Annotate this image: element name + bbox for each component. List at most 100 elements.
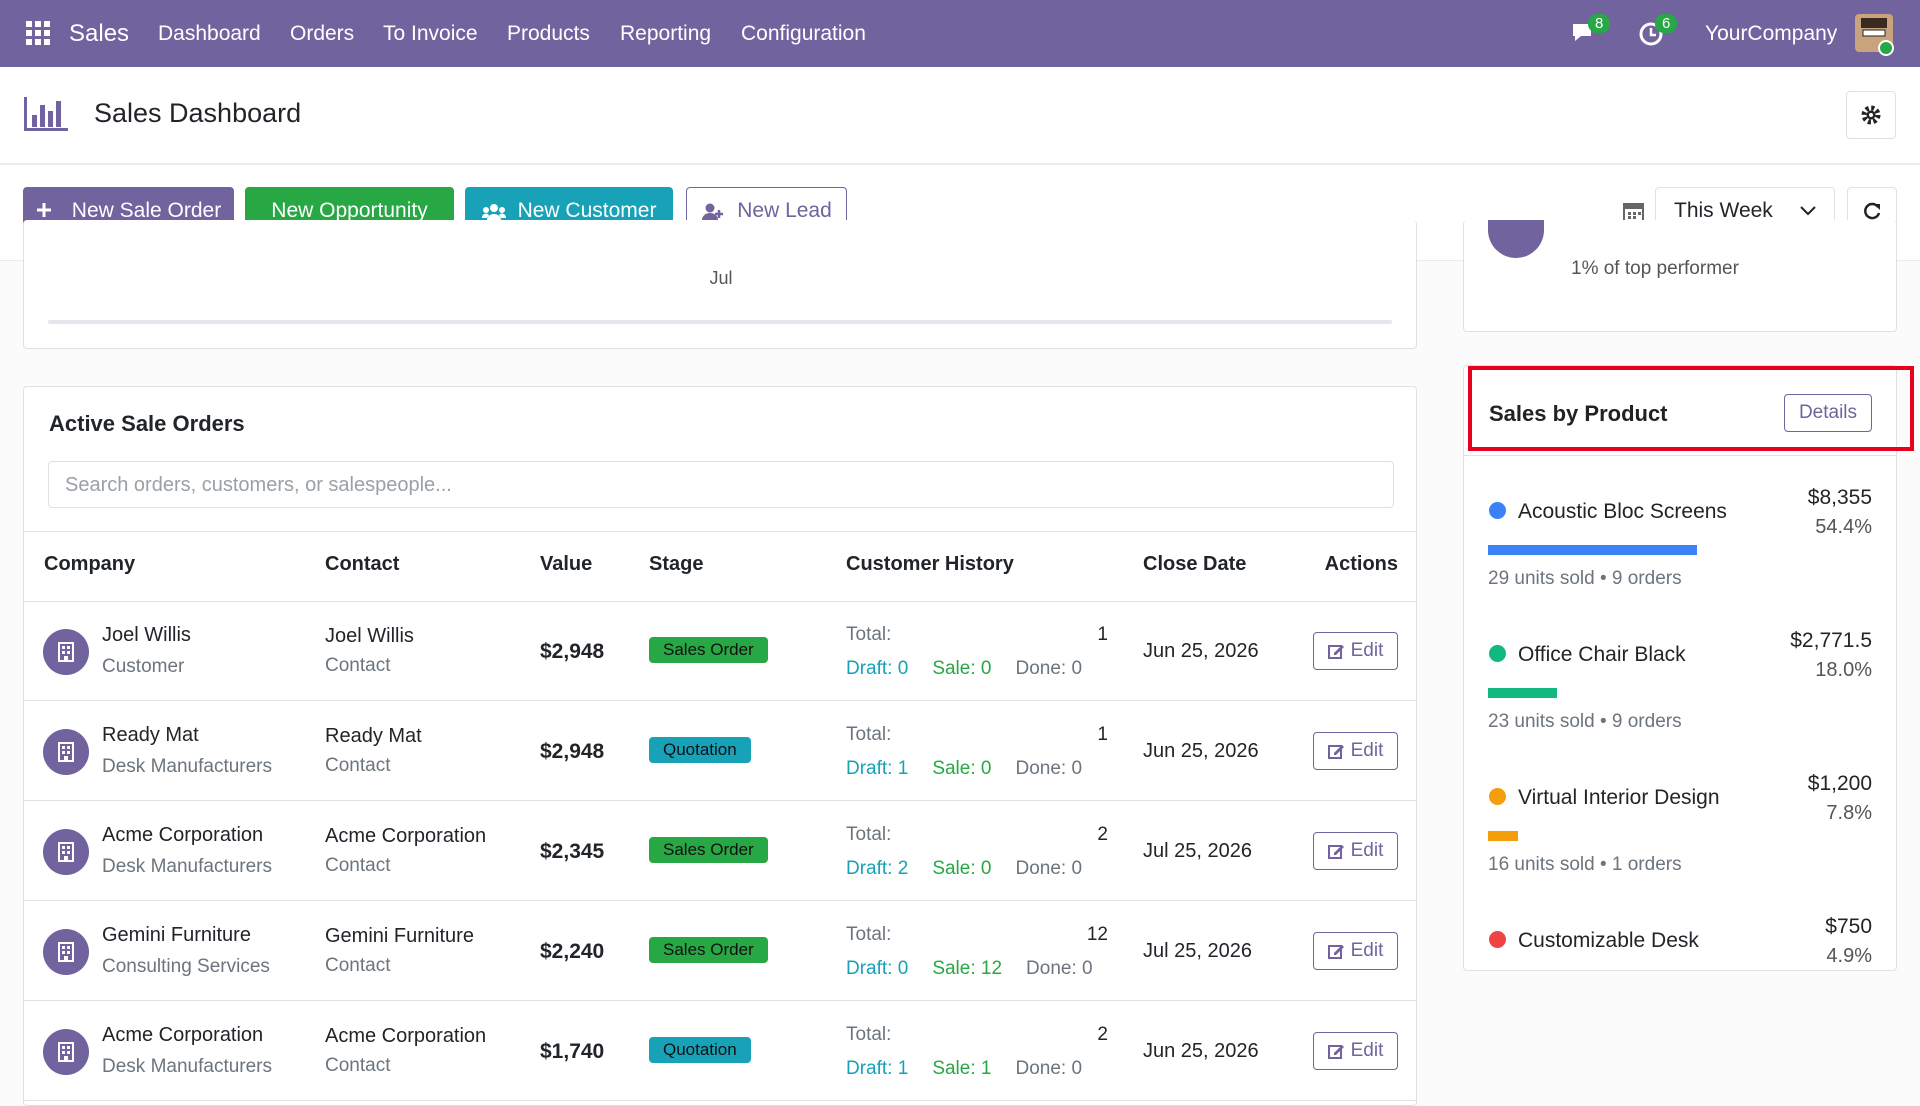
edit-label: Edit [1350, 940, 1384, 961]
stage-badge: Sales Order [649, 837, 768, 863]
edit-label: Edit [1350, 640, 1384, 661]
company-name: Acme Corporation [102, 824, 264, 846]
menu-item[interactable]: Dashboard [158, 22, 261, 45]
product-amount: $1,200 [1807, 772, 1872, 795]
menu-item[interactable]: Configuration [741, 22, 866, 45]
apps-icon[interactable] [26, 21, 50, 45]
table-header [24, 531, 1416, 602]
close-date: Jul 25, 2026 [1143, 940, 1252, 962]
messages-icon[interactable] [1570, 20, 1598, 46]
column-header: Actions [1324, 553, 1398, 575]
gear-icon [1861, 105, 1881, 125]
history-sale: Sale: 12 [932, 958, 1003, 979]
button-icon [702, 203, 724, 220]
performer-text: 1% of top performer [1571, 258, 1739, 279]
history-total: 2 [1097, 1024, 1108, 1045]
product-dot [1489, 788, 1506, 805]
card-title: Sales by Product [1489, 401, 1668, 426]
product-share: 4.9% [1826, 945, 1872, 967]
history-sale: Sale: 0 [932, 758, 992, 779]
history-sale: Sale: 0 [932, 658, 992, 679]
product-name: Office Chair Black [1518, 643, 1686, 666]
column-header: Contact [325, 553, 400, 575]
table-row [24, 601, 1416, 701]
edit-button[interactable]: Edit [1313, 632, 1398, 670]
menu-item[interactable]: Orders [290, 22, 355, 45]
history-breakdown: Draft: 2 Sale: 0 Done: 0 [846, 858, 1082, 880]
edit-label: Edit [1350, 840, 1384, 861]
contact-role: Contact [325, 1055, 391, 1076]
product-name: Virtual Interior Design [1518, 786, 1720, 809]
company-name: Ready Mat [102, 724, 199, 746]
product-stats: 29 units sold • 9 orders [1488, 568, 1682, 589]
edit-button[interactable]: Edit [1313, 932, 1398, 970]
app-name[interactable]: Sales [69, 20, 130, 47]
activities-icon[interactable] [1638, 20, 1666, 48]
edit-button[interactable]: Edit [1313, 832, 1398, 870]
company-name[interactable]: YourCompany [1705, 22, 1838, 45]
contact-name: Acme Corporation [325, 825, 487, 847]
contact-role: Contact [325, 655, 391, 676]
search-input[interactable]: Search orders, customers, or salespeople… [48, 461, 1394, 508]
share-bar [1488, 545, 1697, 555]
edit-button[interactable]: Edit [1313, 1032, 1398, 1070]
history-draft: Draft: 2 [846, 858, 909, 879]
company-name: Joel Willis [102, 624, 191, 646]
performer-card: 1% of top performer [1463, 220, 1897, 332]
history-total: 1 [1097, 724, 1108, 745]
contact-name: Joel Willis [325, 625, 414, 647]
history-breakdown: Draft: 0 Sale: 12 Done: 0 [846, 958, 1093, 980]
menu-item[interactable]: Products [507, 22, 590, 45]
history-breakdown: Draft: 1 Sale: 1 Done: 0 [846, 1058, 1082, 1080]
history-breakdown: Draft: 0 Sale: 0 Done: 0 [846, 658, 1082, 680]
product-name: Customizable Desk [1518, 929, 1699, 952]
product-amount: $8,355 [1807, 486, 1872, 509]
navbar: Sales Dashboard Orders To Invoice Products Re… [0, 0, 1920, 67]
details-button[interactable]: Details [1784, 394, 1872, 432]
edit-button[interactable]: Edit [1313, 732, 1398, 770]
badge: 6 [1655, 14, 1678, 33]
building-icon [58, 642, 74, 662]
edit-label: Edit [1350, 1040, 1384, 1061]
history-total: 2 [1097, 824, 1108, 845]
button-icon [36, 203, 51, 217]
column-header: Customer History [846, 553, 1014, 575]
user-avatar[interactable] [1855, 14, 1895, 56]
company-name: Acme Corporation [102, 1024, 264, 1046]
column-header: Value [540, 553, 593, 575]
order-value: $2,240 [540, 940, 605, 963]
building-icon [58, 842, 74, 862]
close-date: Jul 25, 2026 [1143, 840, 1252, 862]
stage-badge: Sales Order [649, 937, 768, 963]
product-name: Acoustic Bloc Screens [1518, 500, 1727, 523]
history-done: Done: 0 [1015, 858, 1083, 879]
card-divider [1464, 455, 1896, 456]
table-row [24, 901, 1416, 1001]
company-type: Desk Manufacturers [102, 856, 273, 877]
sales-by-product-card: Sales by Product Details Acoustic Bloc S… [1463, 365, 1897, 971]
product-share: 54.4% [1815, 516, 1872, 538]
history-sale: Sale: 0 [932, 858, 992, 879]
dashboard-icon [24, 97, 68, 131]
history-draft: Draft: 0 [846, 958, 909, 979]
company-type: Desk Manufacturers [102, 756, 273, 777]
edit-label: Edit [1350, 740, 1384, 761]
history-draft: Draft: 0 [846, 658, 909, 679]
button-label: New Customer [517, 199, 657, 222]
edit-icon [1327, 944, 1344, 959]
company-avatar [43, 829, 89, 875]
contact-name: Acme Corporation [325, 1025, 487, 1047]
building-icon [58, 942, 74, 962]
orders-title: Active Sale Orders [49, 411, 245, 436]
menu-item[interactable]: To Invoice [383, 22, 478, 45]
history-total-label: Total: [846, 824, 892, 845]
history-done: Done: 0 [1026, 958, 1093, 979]
stage-badge: Quotation [649, 737, 751, 763]
performer-avatar [1488, 220, 1544, 258]
menu-item[interactable]: Reporting [620, 22, 712, 45]
stage-badge: Quotation [649, 1037, 751, 1063]
company-avatar [43, 1029, 89, 1075]
close-date: Jun 25, 2026 [1143, 1040, 1259, 1062]
settings-button[interactable] [1846, 91, 1896, 139]
